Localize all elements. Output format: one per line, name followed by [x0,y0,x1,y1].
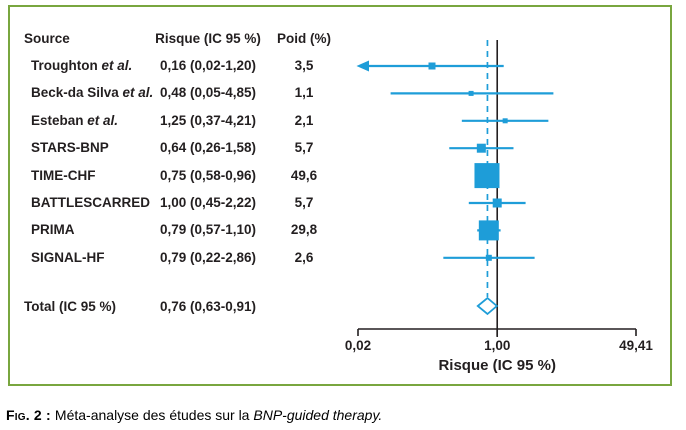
study-weight-value: 2,6 [294,249,314,265]
x-axis-tick-label: 49,41 [619,338,653,353]
column-header-risk: Risque (IC 95 %) [155,31,261,46]
study-weight-value: 49,6 [290,167,318,183]
caption-text: Méta-analyse des études sur la [54,407,254,423]
study-point-square [492,198,502,208]
study-weight-value: 1,1 [294,85,314,101]
ci-arrow-left-icon [356,60,369,72]
study-name-etal: et al. [122,85,154,101]
study-risk-value: 0,16 (0,02-1,20) [159,58,257,73]
study-risk-value: 0,79 (0,57-1,10) [159,222,257,238]
study-risk-value: 1,00 (0,45-2,22) [159,195,257,210]
study-point-square [502,118,508,124]
study-risk-value: 0,79 (0,22-2,86) [159,249,257,265]
total-diamond [476,296,499,316]
column-header-source: Source [24,31,70,46]
study-name-etal: et al. [87,112,119,128]
table-header-row: Source Risque (IC 95 %) Poid (%) [0,29,360,49]
table-row: BATTLESCARRED 1,00 (0,45-2,22) 5,7 [0,193,360,213]
study-point-square [478,220,499,241]
table-row: PRIMA 0,79 (0,57-1,10) 29,8 [0,220,360,240]
table-row: Troughton et al. 0,16 (0,02-1,20) 3,5 [0,56,360,76]
total-row: Total (IC 95 %) 0,76 (0,63-0,91) [0,297,360,317]
study-point-square [485,254,492,261]
table-row: SIGNAL-HF 0,79 (0,22-2,86) 2,6 [0,248,360,268]
table-row: STARS-BNP 0,64 (0,26-1,58) 5,7 [0,138,360,158]
study-weight-value: 3,5 [294,58,314,73]
table-row: Esteban et al. 1,25 (0,37-4,21) 2,1 [0,111,360,131]
study-weight-value: 5,7 [294,195,314,210]
study-name: SIGNAL-HF [31,249,105,265]
study-name: STARS-BNP [31,140,109,156]
caption-label: Fig. 2 : [6,407,55,423]
study-point-square [468,90,474,96]
total-risk-value: 0,76 (0,63-0,91) [159,299,257,314]
study-point-square [474,163,500,189]
x-axis-tick-label: 0,02 [345,338,371,353]
caption-italic-text: BNP-guided therapy. [253,407,383,423]
study-point-square [428,62,436,70]
total-label: Total (IC 95 %) [24,299,117,314]
study-risk-value: 0,64 (0,26-1,58) [159,140,257,156]
study-weight-value: 29,8 [290,222,318,238]
x-axis-title: Risque (IC 95 %) [438,357,556,374]
study-point-square [476,143,486,153]
x-axis-tick-label: 1,00 [484,338,510,353]
study-weight-value: 2,1 [294,112,314,128]
column-header-weight: Poid (%) [277,31,331,46]
table-row: TIME-CHF 0,75 (0,58-0,96) 49,6 [0,166,360,186]
study-name: Troughton et al. [31,58,133,73]
study-name: Esteban et al. [31,112,119,128]
study-risk-value: 0,48 (0,05-4,85) [159,85,257,101]
study-name: PRIMA [31,222,75,238]
study-name-etal: et al. [101,58,133,73]
study-risk-value: 1,25 (0,37-4,21) [159,112,257,128]
figure-frame [8,5,672,386]
study-weight-value: 5,7 [294,140,314,156]
figure-caption: Fig. 2 : Méta-analyse des études sur la … [6,405,382,425]
study-name: TIME-CHF [31,167,96,183]
study-name: Beck-da Silva et al. [31,85,154,101]
study-name: BATTLESCARRED [31,195,150,210]
study-risk-value: 0,75 (0,58-0,96) [159,167,257,183]
table-row: Beck-da Silva et al. 0,48 (0,05-4,85) 1,1 [0,83,360,103]
